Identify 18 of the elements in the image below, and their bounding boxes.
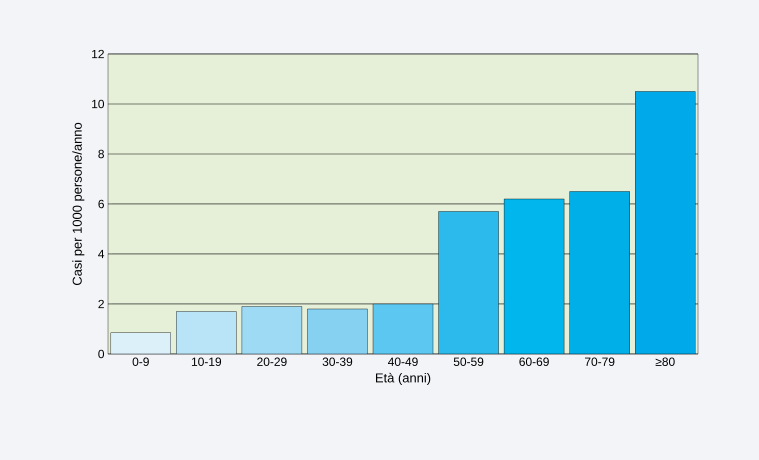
y-axis-title: Casi per 1000 persone/anno	[72, 122, 84, 286]
x-tick-label: 70-79	[584, 358, 614, 366]
x-axis-title: Età (anni)	[376, 372, 430, 386]
y-tick-label: 10	[92, 100, 104, 108]
x-tick-label: 50-59	[454, 358, 484, 366]
y-tick-label: 0	[98, 350, 104, 358]
y-tick-label: 2	[98, 300, 104, 308]
x-tick-label: 20-29	[257, 358, 287, 366]
y-tick-label: 8	[98, 150, 104, 158]
y-tick-label: 6	[98, 200, 104, 208]
x-tick-label: 10-19	[192, 358, 222, 366]
x-tick-label: 60-69	[519, 358, 549, 366]
x-tick-label: 0-9	[132, 358, 149, 366]
y-tick-label: 12	[92, 50, 104, 58]
y-tick-label: 4	[98, 250, 104, 258]
x-tick-label: 30-39	[322, 358, 352, 366]
x-tick-label: 40-49	[388, 358, 418, 366]
x-tick-label: ≥80	[656, 358, 675, 366]
